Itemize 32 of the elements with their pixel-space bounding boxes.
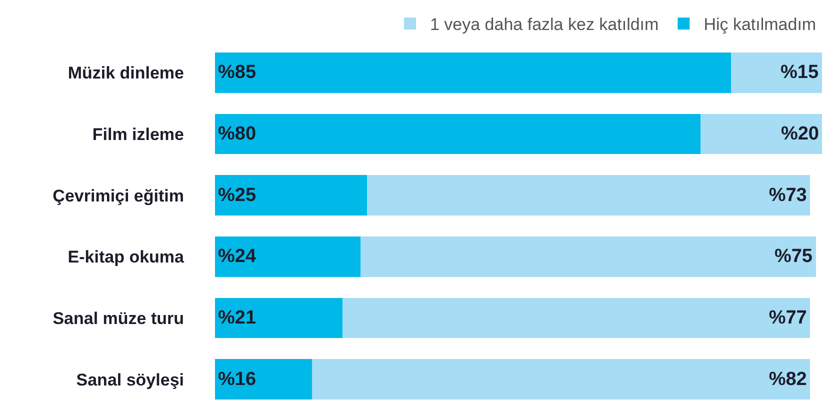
bar bbox=[215, 175, 367, 216]
bar bbox=[215, 359, 312, 400]
bar bbox=[215, 114, 701, 154]
y-tick-label: Sanal müze turu bbox=[52, 308, 184, 328]
data-label: %24 bbox=[218, 246, 256, 268]
data-label: %16 bbox=[218, 368, 256, 390]
bar bbox=[215, 52, 731, 93]
bar bbox=[700, 114, 822, 154]
bar bbox=[312, 359, 810, 400]
bar bbox=[342, 298, 810, 338]
data-label: %85 bbox=[218, 62, 256, 84]
y-tick-label: Çevrimiçi eğitim bbox=[52, 186, 184, 206]
data-label: %75 bbox=[774, 246, 813, 268]
y-tick-label: Film izleme bbox=[92, 124, 184, 144]
data-label: %25 bbox=[218, 184, 256, 206]
y-tick-label: E-kitap okuma bbox=[68, 248, 185, 267]
data-label: %21 bbox=[218, 308, 256, 328]
bar bbox=[366, 175, 810, 216]
data-label: %82 bbox=[768, 368, 807, 390]
bar bbox=[360, 236, 816, 277]
data-label: %20 bbox=[780, 124, 819, 144]
y-tick-label: Müzik dinleme bbox=[68, 64, 184, 83]
data-label: %73 bbox=[768, 184, 807, 206]
data-label: %77 bbox=[768, 308, 807, 328]
legend-label: Hiç katılmadım bbox=[704, 15, 816, 34]
data-label: %15 bbox=[780, 62, 819, 84]
data-label: %80 bbox=[218, 124, 256, 144]
y-tick-label: Sanal söyleşi bbox=[76, 370, 184, 390]
bar bbox=[215, 298, 342, 338]
legend-label: 1 veya daha fazla kez katıldım bbox=[430, 15, 659, 34]
bar bbox=[215, 236, 361, 277]
bar bbox=[730, 52, 822, 93]
